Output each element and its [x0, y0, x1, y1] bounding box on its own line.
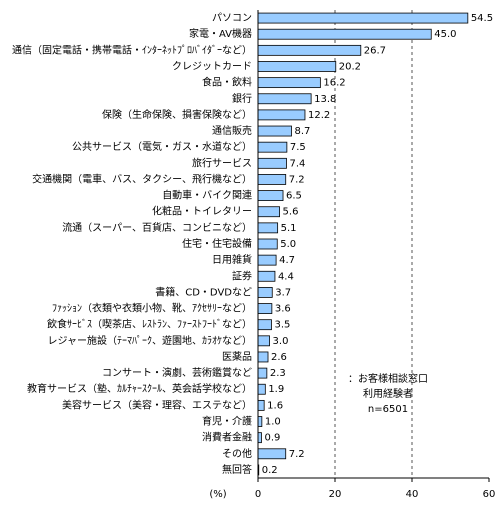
bar: [257, 416, 263, 427]
bar: [257, 351, 269, 363]
category-label: 美容サービス（美容・理容、エステなど）: [62, 398, 252, 411]
bar: [257, 77, 321, 89]
bar: [257, 44, 362, 56]
category-label: 自動車・バイク関連: [162, 189, 252, 202]
bar: [257, 448, 287, 460]
value-label: 7.2: [289, 449, 305, 460]
category-label: 公共サービス（電気・ガス・水道など）: [72, 140, 252, 153]
bar: [257, 93, 312, 105]
category-label: パソコン: [212, 12, 252, 24]
category-label: 日用雑貨: [212, 253, 252, 266]
value-label: 0.9: [264, 433, 280, 444]
category-label: 住宅・住宅設備: [182, 237, 252, 250]
bar: [257, 319, 272, 331]
category-label: クレジットカード: [172, 60, 252, 72]
bar: [257, 109, 306, 121]
value-label: 54.5: [471, 13, 493, 24]
x-tick-label: 0: [255, 489, 261, 500]
bar: [257, 270, 276, 282]
bar: [257, 206, 280, 218]
category-label: 飲食ｻｰﾋﾞｽ（喫茶店、ﾚｽﾄﾗﾝ、ﾌｧｰｽﾄﾌｰﾄﾞなど）: [47, 318, 252, 331]
bar: [257, 303, 273, 314]
x-tick-label: 20: [329, 489, 342, 500]
category-label: 教育サービス（塾、ｶﾙﾁｬｰｽｸｰﾙ、英会話学校など）: [27, 382, 252, 395]
bar: [257, 399, 265, 411]
bar: [257, 125, 292, 137]
category-label: 交通機関（電車、バス、タクシー、飛行機など）: [32, 172, 252, 185]
value-label: 1.6: [267, 400, 283, 411]
category-label: 食品・飲料: [202, 76, 252, 89]
value-label: 2.6: [271, 352, 287, 363]
category-label: 証券: [232, 269, 252, 282]
category-label: 通信販売: [212, 124, 252, 137]
value-label: 20.2: [339, 61, 361, 72]
value-label: 3.0: [273, 336, 289, 347]
bar: [257, 190, 284, 201]
bar: [257, 254, 277, 266]
annotation: ：お客様相談窓口: [348, 372, 428, 385]
value-label: 7.4: [289, 158, 305, 169]
bar: [257, 157, 287, 169]
category-label: その他: [222, 447, 252, 460]
category-label: 化粧品・トイレタリー: [152, 205, 252, 218]
bar: [257, 335, 270, 347]
value-label: 3.5: [274, 320, 290, 331]
bar: [257, 174, 287, 185]
value-label: 4.7: [279, 255, 295, 266]
bar: [257, 222, 279, 234]
bar: [257, 238, 278, 250]
category-label: 書籍、CD・DVDなど: [155, 285, 252, 298]
value-label: 5.1: [281, 223, 297, 234]
value-label: 45.0: [434, 29, 456, 40]
value-label: 5.6: [283, 207, 299, 218]
x-tick-label: 60: [483, 489, 496, 500]
bar: [257, 61, 337, 72]
category-label: ﾌｧｯｼｮﾝ（衣類や衣類小物、靴、ｱｸｾｻﾘｰなど）: [52, 302, 252, 315]
annotation: n=6501: [368, 404, 408, 415]
value-label: 26.7: [364, 45, 386, 56]
annotation: 利用経験者: [363, 387, 413, 400]
x-axis-label: (%): [209, 489, 226, 500]
bar: [257, 28, 432, 40]
category-label: コンサート・演劇、芸術鑑賞など: [102, 366, 252, 379]
category-label: 流通（スーパー、百貨店、コンビニなど）: [62, 221, 252, 234]
value-label: 6.5: [286, 191, 302, 202]
value-label: 2.3: [270, 368, 286, 379]
value-label: 1.9: [268, 384, 284, 395]
bar: [257, 432, 262, 444]
bar: [257, 141, 288, 153]
value-label: 3.7: [275, 287, 291, 298]
value-label: 0.2: [262, 465, 278, 476]
value-label: 3.6: [275, 304, 291, 315]
bar: [257, 287, 273, 298]
bar: [257, 12, 469, 24]
category-label: 消費者金融: [202, 431, 252, 444]
x-tick-label: 40: [406, 489, 419, 500]
bar: [257, 383, 266, 395]
category-label: 家電・AV機器: [189, 27, 252, 40]
category-label: 無回答: [222, 463, 252, 476]
category-label: レジャー施設（ﾃｰﾏﾊﾟｰｸ、遊園地、ｶﾗｵｹなど）: [48, 334, 253, 347]
category-label: 育児・介護: [202, 415, 252, 428]
value-label: 7.2: [289, 174, 305, 185]
category-label: 保険（生命保険、損害保険など）: [102, 108, 252, 121]
category-label: 通信（固定電話・携帯電話・ｲﾝﾀｰﾈｯﾄﾌﾟﾛﾊﾞｲﾀﾞｰなど）: [12, 43, 252, 56]
value-label: 13.8: [314, 94, 336, 105]
bar: [257, 367, 268, 379]
value-label: 4.4: [278, 271, 294, 282]
category-label: 銀行: [232, 92, 252, 105]
value-label: 5.0: [280, 239, 296, 250]
value-label: 16.2: [323, 78, 345, 89]
value-label: 12.2: [308, 110, 330, 121]
category-label: 旅行サービス: [192, 156, 252, 169]
value-label: 1.0: [265, 417, 281, 428]
category-label: 医薬品: [222, 351, 252, 363]
value-label: 8.7: [294, 126, 310, 137]
value-label: 7.5: [290, 142, 306, 153]
